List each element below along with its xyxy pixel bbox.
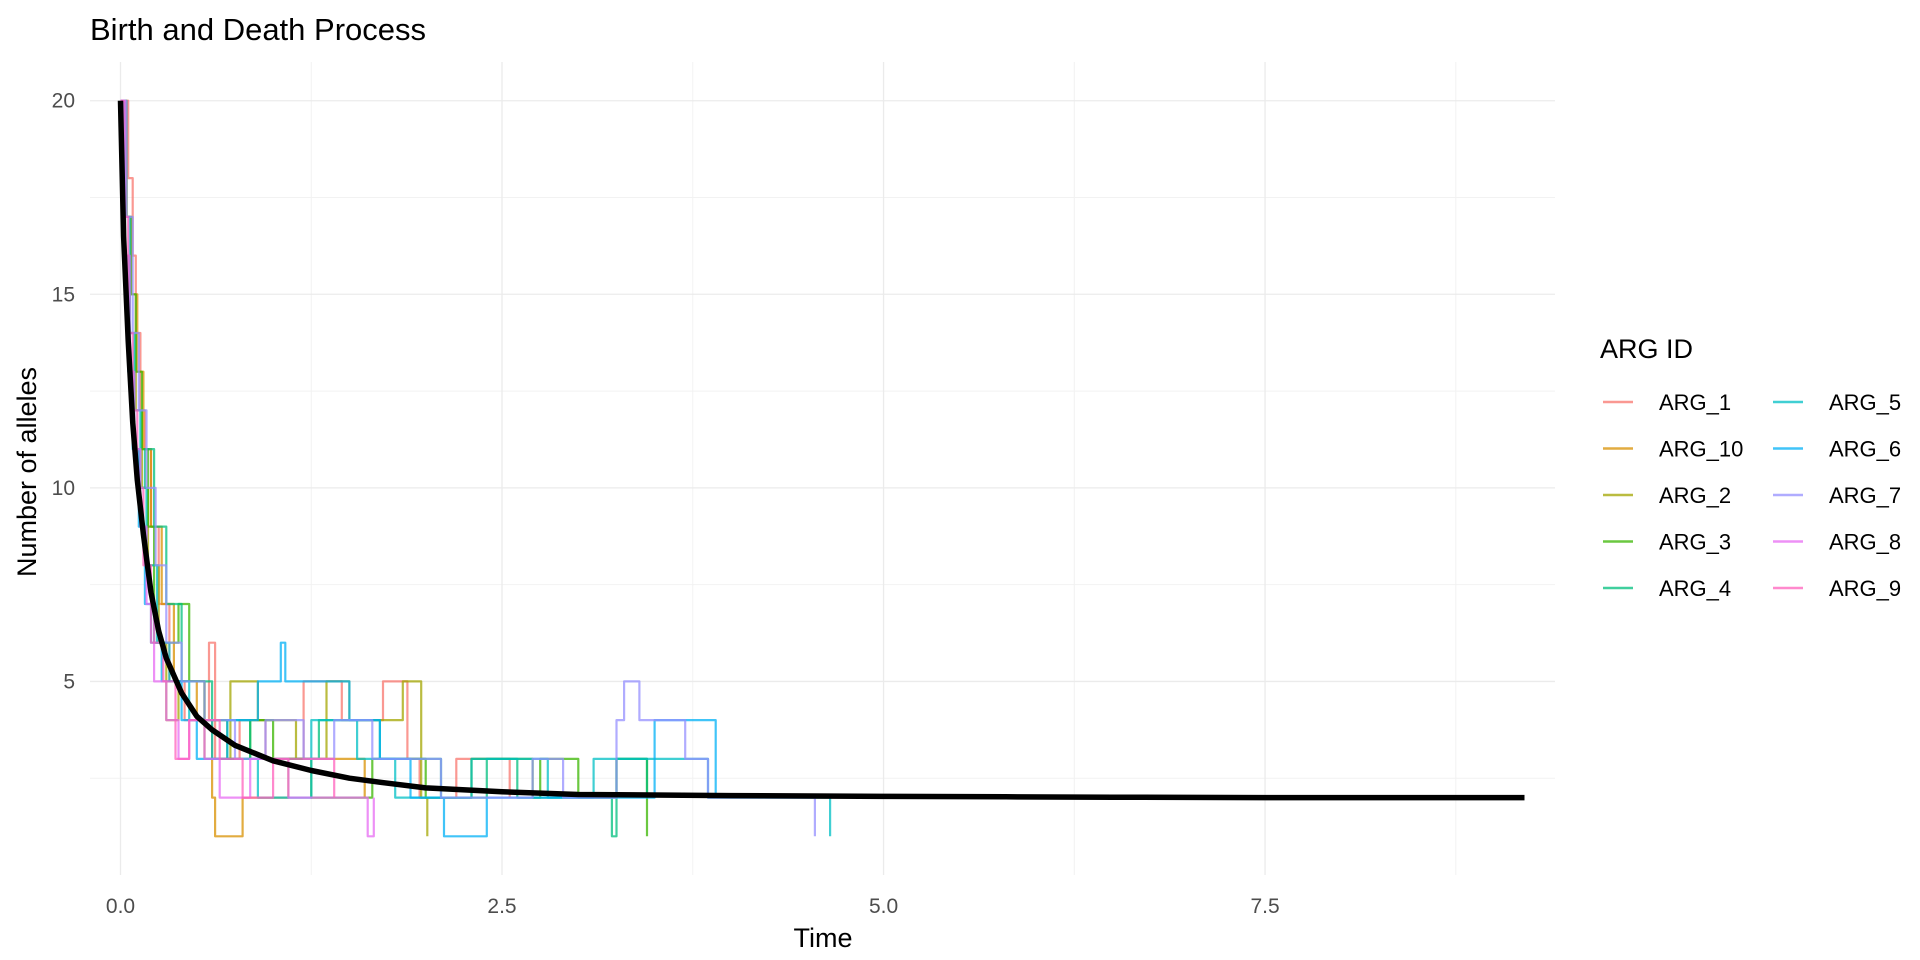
series-line-arg-8 [120, 99, 375, 838]
legend-label: ARG_7 [1829, 483, 1901, 508]
legend-label: ARG_5 [1829, 390, 1901, 415]
grid [90, 62, 1555, 875]
x-axis: 0.0 2.5 5.0 7.5 [106, 895, 1280, 918]
series-line-arg-3 [120, 99, 649, 837]
y-tick-label: 15 [52, 283, 75, 306]
y-axis: 5 10 15 20 [52, 90, 75, 694]
x-tick-label: 0.0 [106, 895, 135, 918]
x-tick-label: 2.5 [487, 895, 516, 918]
x-axis-title: Time [794, 923, 853, 953]
y-axis-title: Number of alleles [12, 367, 42, 577]
legend: ARG ID ARG_1 ARG_10 ARG_2 ARG_3 ARG_4 ARG_5 AR… [1600, 334, 1901, 601]
legend-label: ARG_2 [1659, 483, 1731, 508]
mean-curve-line [117, 100, 1525, 801]
y-tick-label: 5 [63, 670, 75, 693]
plot-area [117, 99, 1525, 838]
series-line-arg-4 [120, 99, 649, 838]
legend-title: ARG ID [1600, 334, 1693, 364]
legend-label: ARG_4 [1659, 576, 1731, 601]
legend-label: ARG_3 [1659, 530, 1731, 555]
legend-label: ARG_1 [1659, 390, 1731, 415]
legend-label: ARG_6 [1829, 437, 1901, 462]
legend-label: ARG_9 [1829, 576, 1901, 601]
x-tick-label: 5.0 [869, 895, 898, 918]
x-tick-label: 7.5 [1250, 895, 1279, 918]
chart-title: Birth and Death Process [90, 12, 426, 47]
y-tick-label: 20 [52, 90, 75, 113]
legend-label: ARG_8 [1829, 530, 1901, 555]
legend-label: ARG_10 [1659, 437, 1743, 462]
series-line-arg-7 [120, 99, 816, 837]
series-line-arg-10 [120, 99, 366, 838]
y-tick-label: 10 [52, 477, 75, 500]
